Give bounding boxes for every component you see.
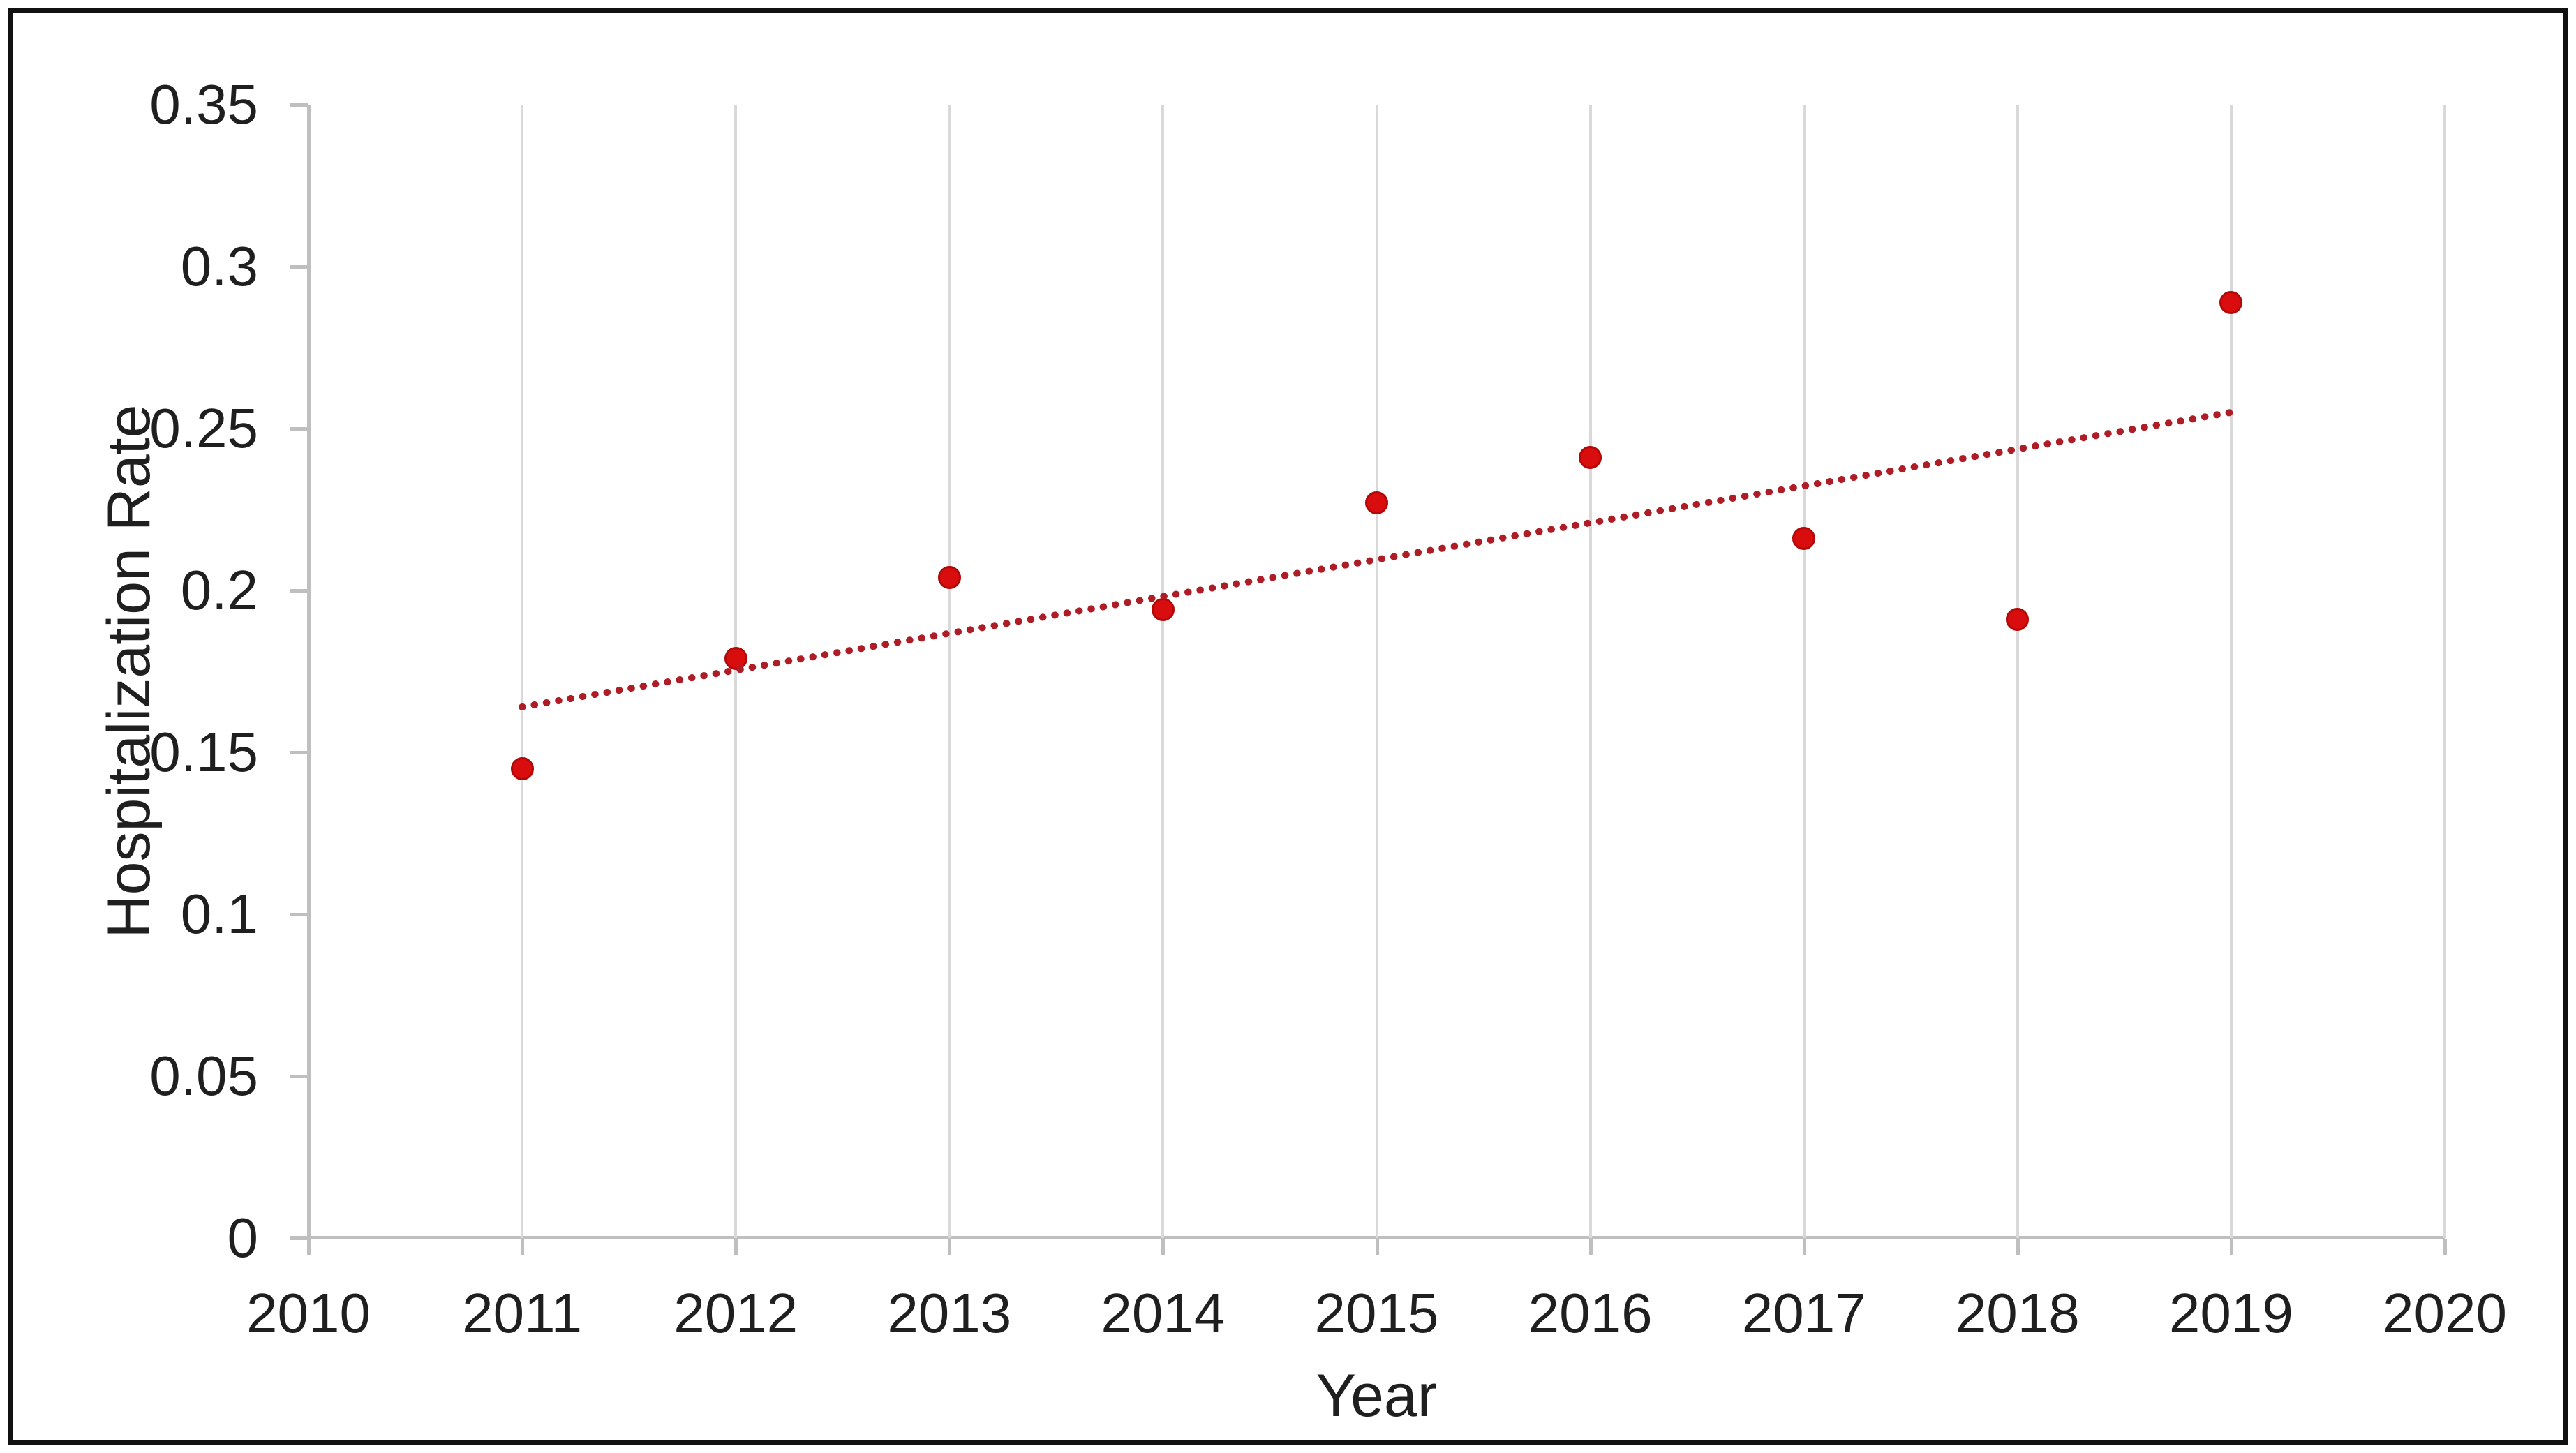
x-tick-label-2012: 2012 (673, 1282, 798, 1344)
x-tick-mark-2011 (521, 1239, 525, 1255)
y-tick-label-0.05: 0.05 (149, 1045, 258, 1107)
x-axis-line (290, 1236, 2445, 1239)
data-point-2013[interactable] (937, 565, 961, 589)
x-tick-mark-2010 (307, 1239, 311, 1255)
y-tick-mark-0.15 (290, 751, 308, 754)
data-point-2018[interactable] (2006, 608, 2030, 632)
x-tick-label-2014: 2014 (1101, 1282, 1226, 1344)
y-tick-mark-0 (290, 1237, 308, 1240)
gridline-2016 (1588, 105, 1592, 1238)
gridline-2020 (2443, 105, 2446, 1238)
data-point-2017[interactable] (1792, 527, 1816, 551)
gridline-2017 (1802, 105, 1806, 1238)
gridline-2014 (1161, 105, 1165, 1238)
x-tick-mark-2014 (1161, 1239, 1166, 1255)
gridline-2019 (2229, 105, 2233, 1238)
y-axis-line (307, 105, 311, 1254)
gridline-2018 (2016, 105, 2019, 1238)
data-point-2015[interactable] (1365, 491, 1388, 515)
data-point-2019[interactable] (2219, 290, 2243, 314)
x-tick-label-2011: 2011 (462, 1282, 583, 1344)
y-tick-label-0.2: 0.2 (180, 559, 258, 621)
y-tick-label-0.35: 0.35 (149, 73, 258, 135)
trendline[interactable] (308, 105, 2445, 1238)
x-tick-label-2016: 2016 (1528, 1282, 1653, 1344)
gridline-2012 (734, 105, 738, 1238)
y-tick-mark-0.35 (290, 103, 308, 107)
x-tick-label-2010: 2010 (246, 1282, 371, 1344)
gridline-2013 (948, 105, 951, 1238)
x-tick-mark-2012 (734, 1239, 738, 1255)
y-tick-mark-0.3 (290, 265, 308, 269)
y-tick-mark-0.1 (290, 913, 308, 916)
x-tick-mark-2015 (1375, 1239, 1379, 1255)
y-tick-mark-0.2 (290, 589, 308, 593)
x-tick-label-2018: 2018 (1955, 1282, 2080, 1344)
x-tick-mark-2017 (1802, 1239, 1806, 1255)
y-tick-mark-0.05 (290, 1075, 308, 1078)
plot-area (290, 103, 2447, 1255)
trendline-path[interactable] (519, 408, 2235, 711)
y-tick-label-0.25: 0.25 (149, 397, 258, 459)
y-tick-label-0.3: 0.3 (180, 235, 258, 297)
x-tick-mark-2019 (2229, 1239, 2233, 1255)
x-tick-mark-2018 (2016, 1239, 2020, 1255)
x-tick-label-2020: 2020 (2383, 1282, 2507, 1344)
data-point-2011[interactable] (510, 757, 534, 780)
data-point-2016[interactable] (1579, 446, 1602, 470)
x-tick-mark-2020 (2443, 1239, 2447, 1255)
x-axis-title: Year (1316, 1362, 1438, 1429)
y-tick-label-0: 0 (227, 1207, 259, 1269)
y-tick-label-0.15: 0.15 (149, 721, 258, 783)
x-tick-label-2017: 2017 (1741, 1282, 1866, 1344)
gridline-2015 (1375, 105, 1378, 1238)
x-tick-label-2015: 2015 (1314, 1282, 1439, 1344)
x-tick-mark-2016 (1588, 1239, 1593, 1255)
gridline-2011 (521, 105, 524, 1238)
x-tick-mark-2013 (948, 1239, 952, 1255)
x-tick-label-2013: 2013 (887, 1282, 1012, 1344)
y-tick-mark-0.25 (290, 427, 308, 431)
x-tick-label-2019: 2019 (2168, 1282, 2293, 1344)
y-tick-label-0.1: 0.1 (180, 883, 258, 945)
data-point-2012[interactable] (724, 646, 747, 670)
